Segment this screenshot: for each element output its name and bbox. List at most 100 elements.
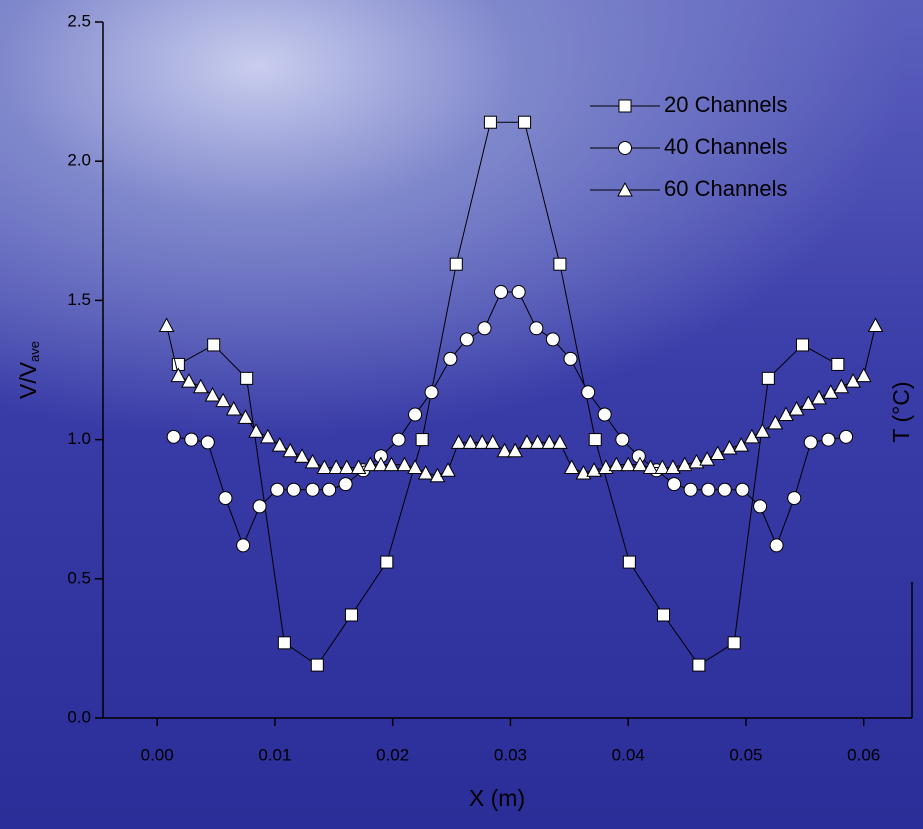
data-point xyxy=(787,491,802,506)
data-point xyxy=(676,456,693,472)
data-point xyxy=(654,459,671,474)
y-tick-label: 1.5 xyxy=(67,290,91,309)
data-point xyxy=(373,456,389,472)
data-point xyxy=(529,321,544,336)
x-tick-label: 0.06 xyxy=(847,745,880,764)
data-point xyxy=(282,442,299,458)
data-point xyxy=(362,456,379,472)
data-point xyxy=(778,406,794,422)
data-point xyxy=(350,459,367,474)
data-point xyxy=(727,636,741,650)
data-point xyxy=(408,407,423,422)
data-point xyxy=(767,414,784,430)
legend-marker xyxy=(618,99,632,113)
data-point xyxy=(462,434,479,449)
data-point xyxy=(811,389,827,405)
legend-label: 60 Channels xyxy=(664,176,788,201)
data-point xyxy=(699,451,715,466)
y-tick-label: 1.0 xyxy=(67,429,91,448)
data-point xyxy=(588,433,602,447)
data-point xyxy=(821,432,836,447)
data-point xyxy=(166,429,181,444)
data-point xyxy=(744,428,760,444)
data-point xyxy=(795,338,809,352)
data-point xyxy=(236,538,251,553)
y-axis-label-main: V/V xyxy=(15,361,41,399)
series-line xyxy=(173,291,847,547)
data-point xyxy=(391,432,406,447)
data-point xyxy=(597,459,614,474)
data-point xyxy=(822,384,839,399)
y-tick-label: 2.0 xyxy=(67,151,91,170)
legend-label: 20 Channels xyxy=(664,92,788,117)
x-tick-label: 0.01 xyxy=(258,745,291,764)
data-point xyxy=(667,477,682,492)
data-point xyxy=(657,608,671,622)
data-point xyxy=(622,555,636,569)
data-point xyxy=(507,442,523,458)
data-point xyxy=(735,482,750,497)
data-point xyxy=(304,453,321,469)
x-axis-label: X (m) xyxy=(469,785,525,811)
data-point xyxy=(310,658,324,672)
data-point xyxy=(586,462,602,477)
data-point xyxy=(615,432,630,447)
data-point xyxy=(204,387,221,402)
data-point xyxy=(396,456,413,472)
data-point xyxy=(429,467,446,483)
data-point xyxy=(867,317,884,332)
data-point xyxy=(692,658,706,672)
data-point xyxy=(344,608,358,622)
data-point xyxy=(316,459,333,474)
data-point xyxy=(218,491,233,506)
data-point xyxy=(620,456,637,472)
data-point xyxy=(305,482,320,497)
x-tick-label: 0.05 xyxy=(729,745,762,764)
data-point xyxy=(563,351,578,366)
data-point xyxy=(260,428,276,444)
data-point xyxy=(788,400,805,416)
data-point xyxy=(721,439,738,455)
data-point xyxy=(701,482,716,497)
data-point xyxy=(519,434,535,449)
data-point xyxy=(753,499,768,514)
data-point xyxy=(688,453,705,469)
data-point xyxy=(407,459,423,474)
data-point xyxy=(800,395,817,410)
data-point xyxy=(440,462,456,477)
data-point xyxy=(270,482,285,497)
data-point xyxy=(474,434,491,449)
y-axis-label-subscript: ave xyxy=(27,341,42,362)
data-point xyxy=(839,429,854,444)
legend-marker xyxy=(618,141,632,155)
x-tick-label: 0.02 xyxy=(376,745,409,764)
data-point xyxy=(541,434,558,449)
data-point xyxy=(415,433,429,447)
data-point xyxy=(597,407,612,422)
data-point xyxy=(563,459,580,474)
legend-marker xyxy=(617,181,633,197)
data-point xyxy=(642,459,659,474)
data-point xyxy=(496,442,513,458)
data-point xyxy=(511,285,526,300)
data-point xyxy=(632,456,648,472)
data-point xyxy=(831,357,845,371)
data-point xyxy=(545,332,560,347)
data-point xyxy=(754,423,771,438)
data-point xyxy=(338,459,355,474)
data-point xyxy=(424,385,439,400)
data-point xyxy=(192,378,209,394)
data-point xyxy=(518,115,532,129)
y-axis-label: V/Vave xyxy=(15,341,42,399)
series-line xyxy=(178,121,839,666)
data-point xyxy=(683,482,698,497)
data-point xyxy=(215,392,231,408)
data-point xyxy=(271,437,288,452)
data-point xyxy=(717,482,732,497)
data-point xyxy=(200,435,215,450)
data-point xyxy=(181,373,197,388)
data-point xyxy=(225,400,242,416)
data-point xyxy=(845,373,861,388)
